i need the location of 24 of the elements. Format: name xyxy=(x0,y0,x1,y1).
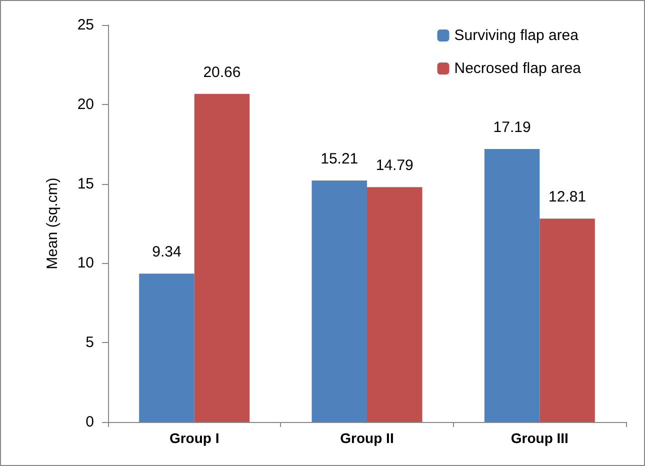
legend-label: Surviving flap area xyxy=(454,27,580,44)
y-axis-title: Mean (sq.cm) xyxy=(44,178,61,270)
y-tick-label: 10 xyxy=(77,254,94,272)
data-label: 9.34 xyxy=(152,244,182,261)
bar xyxy=(194,94,250,422)
data-label: 14.79 xyxy=(376,157,414,174)
x-tick-label: Group II xyxy=(340,430,394,446)
bar xyxy=(312,180,367,422)
y-tick-label: 25 xyxy=(77,16,94,34)
y-tick-label: 15 xyxy=(77,175,94,192)
data-label: 17.19 xyxy=(493,119,531,136)
legend-label: Necrosed flap area xyxy=(454,60,582,77)
bar xyxy=(484,149,540,422)
bar xyxy=(367,187,422,422)
data-label: 15.21 xyxy=(320,150,358,168)
y-tick-label: 5 xyxy=(86,334,94,352)
y-tick-label: 0 xyxy=(86,414,94,430)
data-label: 12.81 xyxy=(548,188,586,206)
bar xyxy=(139,274,194,422)
data-label: 20.66 xyxy=(203,64,241,81)
y-tick-label: 20 xyxy=(77,96,94,113)
x-tick-label: Group III xyxy=(510,430,568,446)
bar xyxy=(540,218,595,422)
x-tick-label: Group I xyxy=(169,430,220,446)
